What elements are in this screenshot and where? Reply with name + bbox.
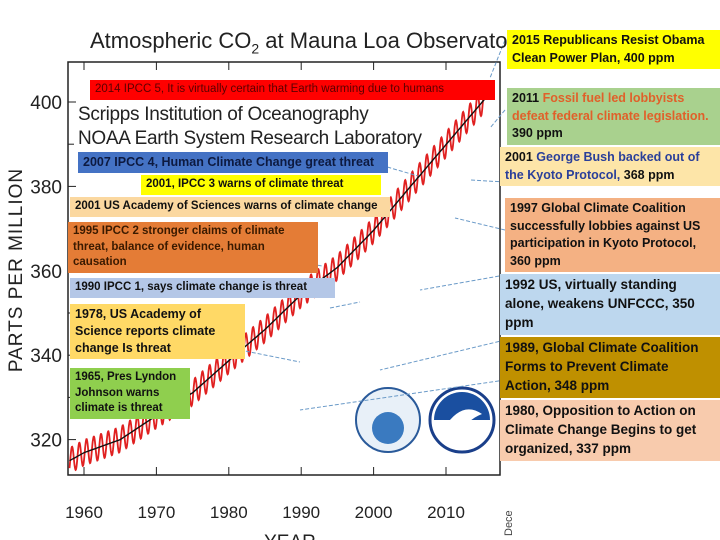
y-tick-label: 360 (30, 262, 62, 283)
scripps-logo-inner (372, 412, 404, 444)
y-tick-label: 400 (30, 93, 62, 114)
annotation-text-b: Fossil fuel led lobbyists defeat federal… (512, 91, 709, 123)
x-tick-label: 1990 (282, 503, 320, 522)
annotation-arrow (419, 274, 506, 291)
x-tick-label: 1970 (137, 503, 175, 522)
y-tick-label: 380 (30, 177, 62, 198)
annotation-l-4: 1995 IPCC 2 stronger claims of climate t… (68, 222, 318, 273)
annotation-text-c: 390 ppm (512, 126, 563, 140)
annotation-l-1: 2007 IPCC 4, Human Climate Change great … (78, 152, 388, 173)
annotation-l-2: 2001, IPCC 3 warns of climate threat (141, 175, 381, 195)
x-tick-label: 1960 (65, 503, 103, 522)
subtitle-noaa: NOAA Earth System Research Laboratory (78, 128, 422, 149)
x-tick-label: 2000 (355, 503, 393, 522)
annotation-l-3: 2001 US Academy of Sciences warns of cli… (70, 197, 390, 217)
chart-title: Atmospheric CO2 at Mauna Loa Observatory (90, 28, 526, 57)
side-text: Dece (503, 510, 515, 536)
annotation-arrow (299, 379, 506, 411)
noaa-logo-bird (444, 409, 482, 436)
annotation-r-1: 2011 Fossil fuel led lobbyists defeat fe… (507, 88, 720, 145)
annotation-text-c: 368 ppm (620, 167, 675, 182)
annotation-r-6: 1980, Opposition to Action on Climate Ch… (500, 400, 720, 461)
annotation-r-3: 1997 Global Climate Coalition successful… (505, 198, 720, 272)
annotation-arrow (329, 301, 361, 309)
annotation-arrow (379, 339, 506, 371)
annotation-l-6: 1978, US Academy of Science reports clim… (70, 304, 245, 359)
x-tick-label: 1980 (210, 503, 248, 522)
annotation-l-5: 1990 IPCC 1, says climate change is thre… (70, 278, 335, 298)
annotation-arrow (489, 109, 506, 129)
annotation-r-2: 2001 George Bush backed out of the Kyoto… (500, 147, 720, 186)
x-tick-label: 2010 (427, 503, 465, 522)
annotation-l-0: 2014 IPCC 5, It is virtually certain tha… (90, 80, 495, 100)
annotation-l-7: 1965, Pres Lyndon Johnson warns climate … (70, 368, 190, 419)
annotation-r-0: 2015 Republicans Resist Obama Clean Powe… (507, 30, 720, 69)
y-axis-label: PARTS PER MILLION (6, 168, 27, 372)
annotation-text-a: 2011 (512, 91, 543, 105)
subtitle-scripps: Scripps Institution of Oceanography (78, 104, 369, 125)
annotation-r-5: 1989, Global Climate Coalition Forms to … (500, 337, 720, 398)
annotation-arrow (454, 217, 506, 231)
x-axis-label: YEAR (264, 532, 316, 540)
y-tick-label: 320 (30, 431, 62, 452)
annual-mean-line (69, 97, 487, 462)
monthly-co2-line (68, 84, 487, 472)
annotation-text-a: 2001 (505, 150, 537, 164)
annotation-r-4: 1992 US, virtually standing alone, weake… (500, 274, 720, 335)
annotation-text-b: George Bush backed out of the Kyoto Prot… (505, 150, 700, 182)
annotation-arrow (489, 39, 506, 79)
y-tick-label: 340 (30, 346, 62, 367)
annotation-arrow (239, 349, 301, 363)
